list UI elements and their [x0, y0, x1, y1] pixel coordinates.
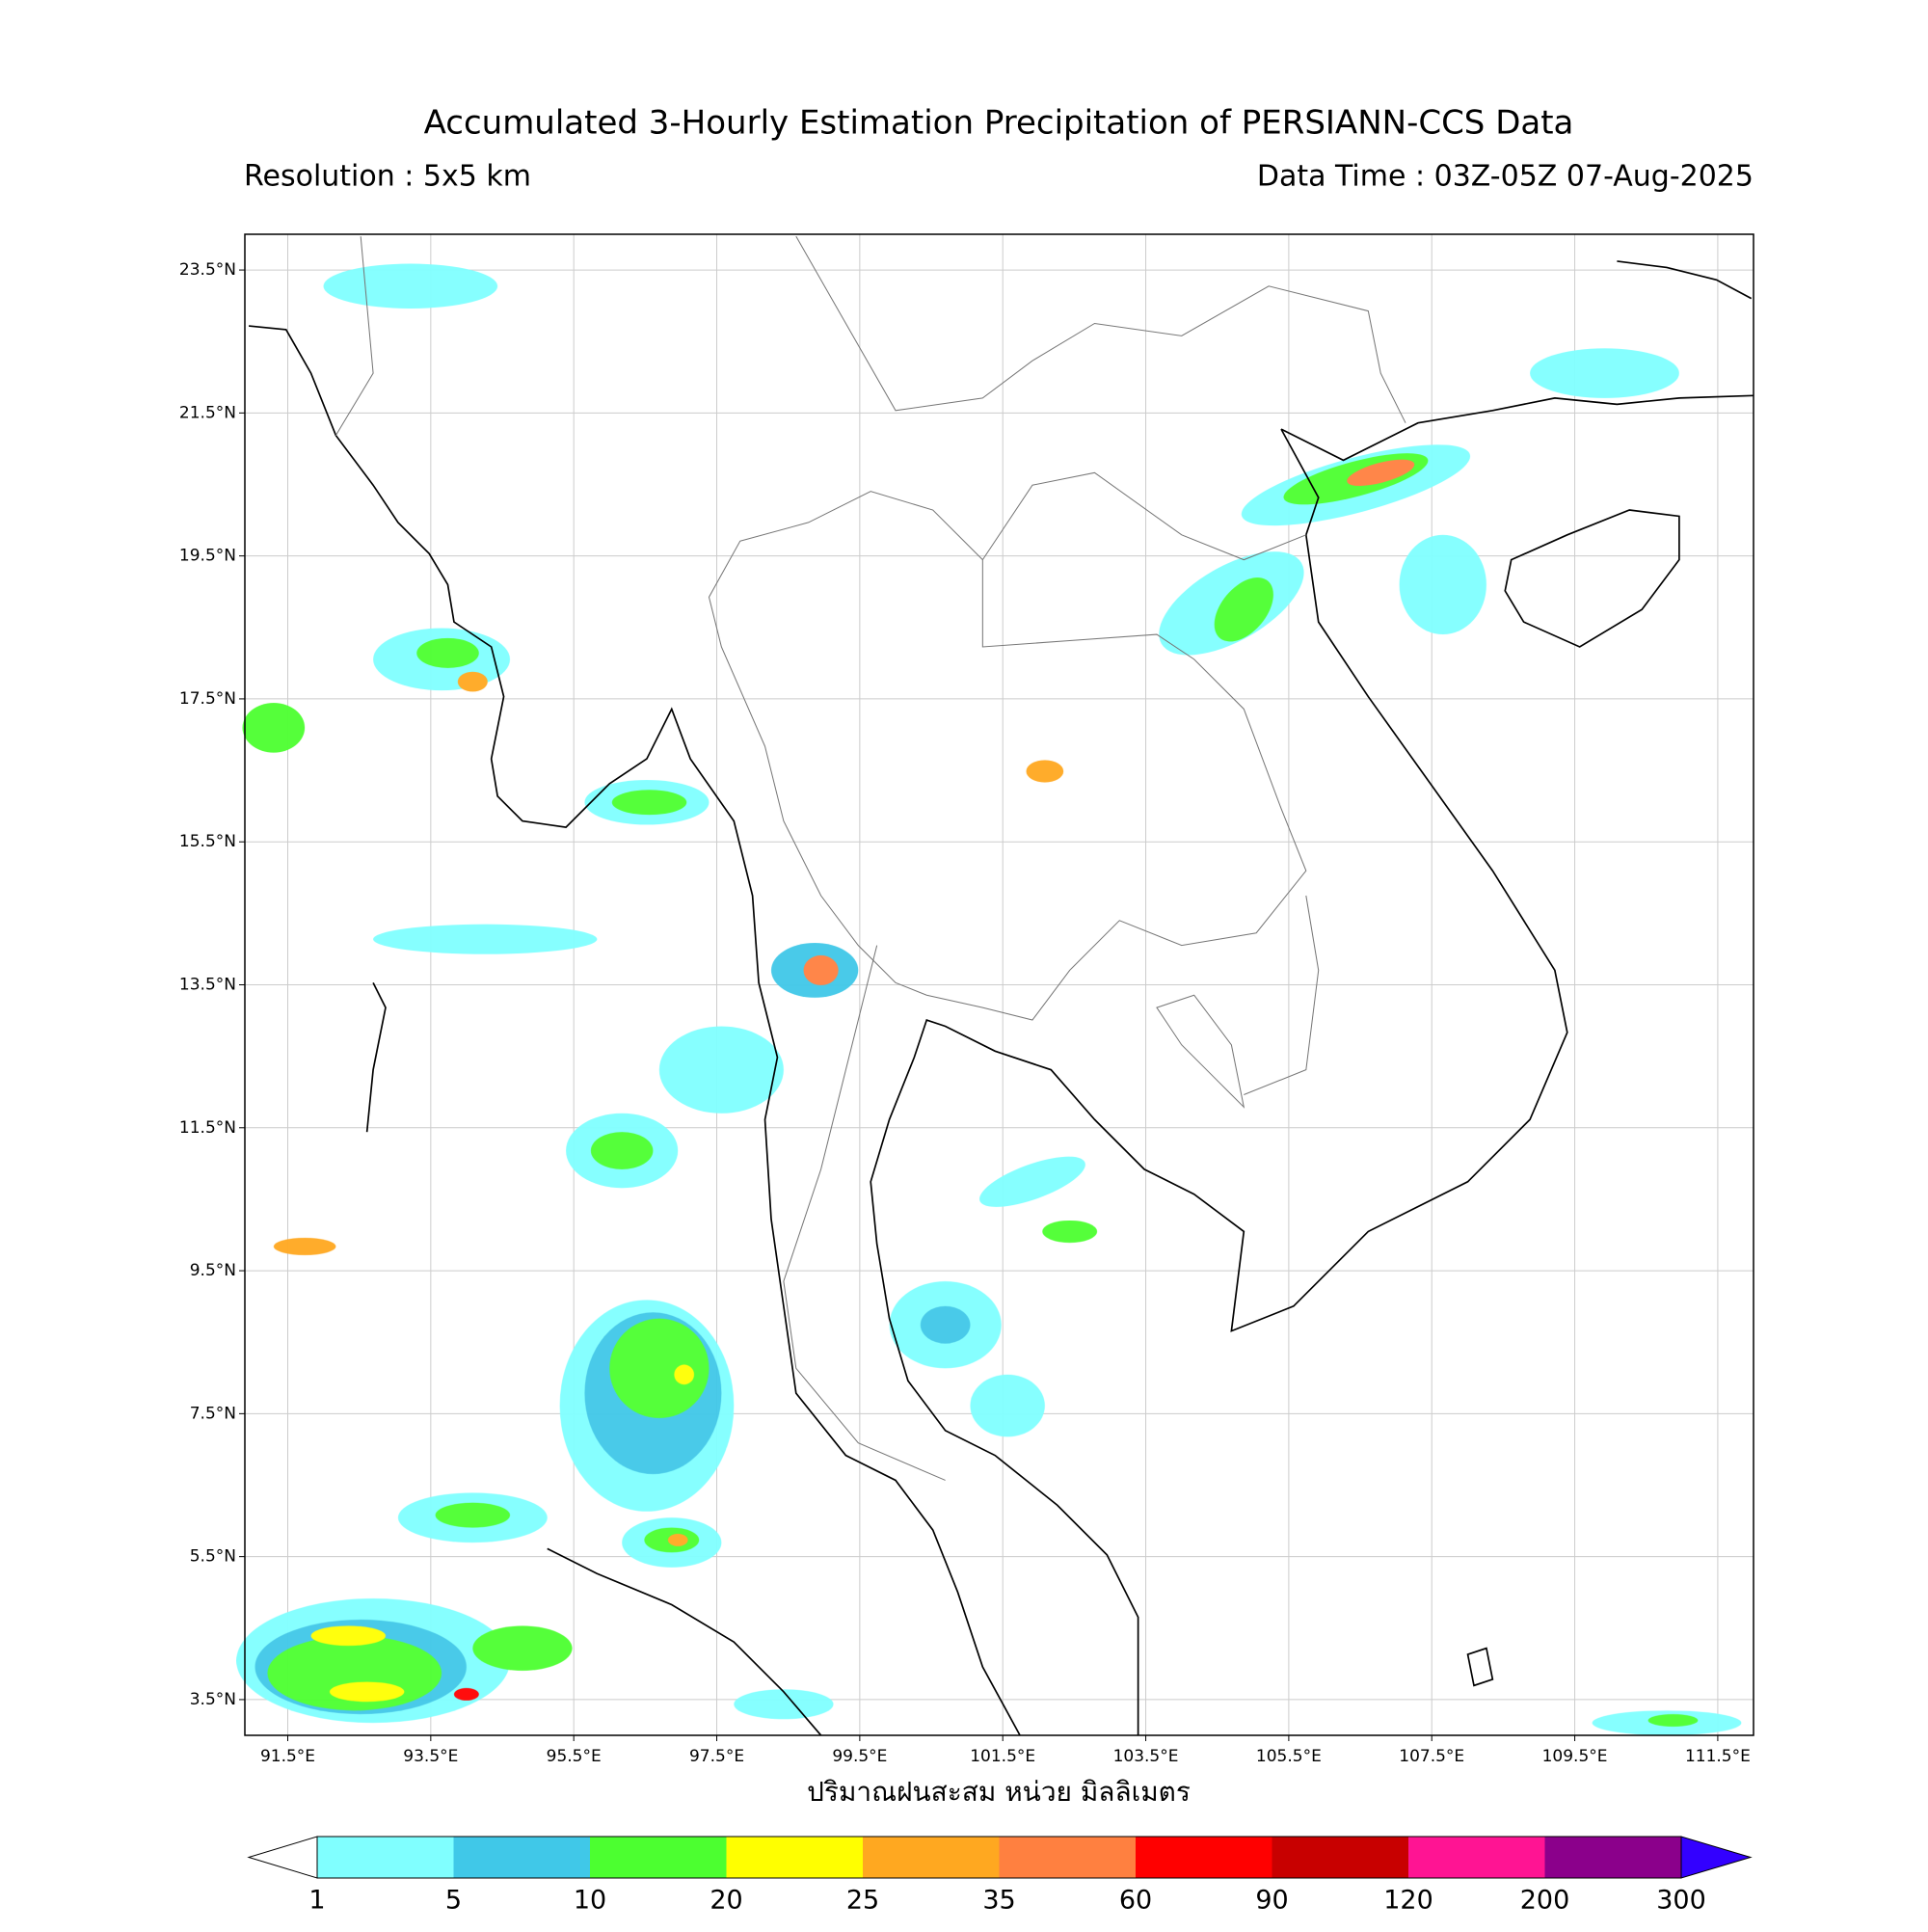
x-tick-label: 111.5°E — [1685, 1747, 1751, 1766]
y-tick-label: 15.5°N — [179, 832, 236, 851]
x-tick-label: 109.5°E — [1542, 1747, 1608, 1766]
y-tick-label: 9.5°N — [190, 1261, 236, 1280]
colorbar-box — [1544, 1837, 1681, 1878]
x-tick-label: 93.5°E — [403, 1747, 458, 1766]
colorbar-tick-label: 120 — [1383, 1886, 1433, 1916]
colorbar-outline — [316, 1836, 1682, 1879]
x-tick-label: 95.5°E — [547, 1747, 602, 1766]
colorbar-box — [453, 1837, 590, 1878]
colorbar-box — [726, 1837, 863, 1878]
colorbar-tick-label: 20 — [710, 1886, 742, 1916]
y-tick-label: 3.5°N — [190, 1690, 236, 1709]
x-tick-label: 107.5°E — [1399, 1747, 1464, 1766]
x-tick-label: 103.5°E — [1113, 1747, 1179, 1766]
y-tick-label: 23.5°N — [179, 260, 236, 280]
colorbar-box — [317, 1837, 454, 1878]
colorbar-box — [999, 1837, 1136, 1878]
colorbar-box — [590, 1837, 727, 1878]
map-features — [236, 235, 1754, 1736]
colorbar-tick-label: 60 — [1119, 1886, 1152, 1916]
y-tick-label: 17.5°N — [179, 689, 236, 709]
grid — [245, 234, 1754, 1735]
y-tick-label: 13.5°N — [179, 976, 236, 995]
y-tick-label: 19.5°N — [179, 547, 236, 566]
resolution: Resolution : 5x5 km — [244, 160, 531, 194]
x-tick-label: 99.5°E — [832, 1747, 887, 1766]
colorbar-tick-label: 35 — [982, 1886, 1015, 1916]
x-tick-label: 91.5°E — [260, 1747, 315, 1766]
colorbar-under — [247, 1836, 318, 1879]
rain-patches — [236, 263, 1742, 1735]
x-tick-label: 105.5°E — [1256, 1747, 1322, 1766]
y-tick-label: 5.5°N — [190, 1547, 236, 1567]
colorbar-tick-label: 1 — [308, 1886, 325, 1916]
colorbar-box — [1272, 1837, 1408, 1878]
colorbar-tick-label: 25 — [846, 1886, 879, 1916]
y-tick-label: 7.5°N — [190, 1404, 236, 1423]
colorbar-box — [863, 1837, 1000, 1878]
data-time: Data Time : 03Z-05Z 07-Aug-2025 — [1257, 160, 1754, 194]
x-tick-label: 97.5°E — [689, 1747, 744, 1766]
colorbar-label: ปริมาณฝนสะสม หน่วย มิลลิเมตร — [807, 1776, 1191, 1808]
colorbar-box — [1408, 1837, 1545, 1878]
colorbar-box — [1136, 1837, 1272, 1878]
title: Accumulated 3-Hourly Estimation Precipit… — [424, 104, 1574, 143]
x-tick-label: 101.5°E — [970, 1747, 1035, 1766]
colorbar-tick-label: 300 — [1656, 1886, 1706, 1916]
colorbar-tick-label: 90 — [1255, 1886, 1288, 1916]
colorbar-tick-label: 5 — [445, 1886, 462, 1916]
y-tick-label: 11.5°N — [179, 1118, 236, 1138]
colorbar-over — [1680, 1836, 1753, 1879]
colorbar-tick-label: 10 — [574, 1886, 606, 1916]
colorbar-tick-label: 200 — [1520, 1886, 1570, 1916]
y-tick-label: 21.5°N — [179, 403, 236, 422]
colorbar: 1 5 10 20 25 35 60 90 120 200 300 — [247, 1836, 1753, 1916]
